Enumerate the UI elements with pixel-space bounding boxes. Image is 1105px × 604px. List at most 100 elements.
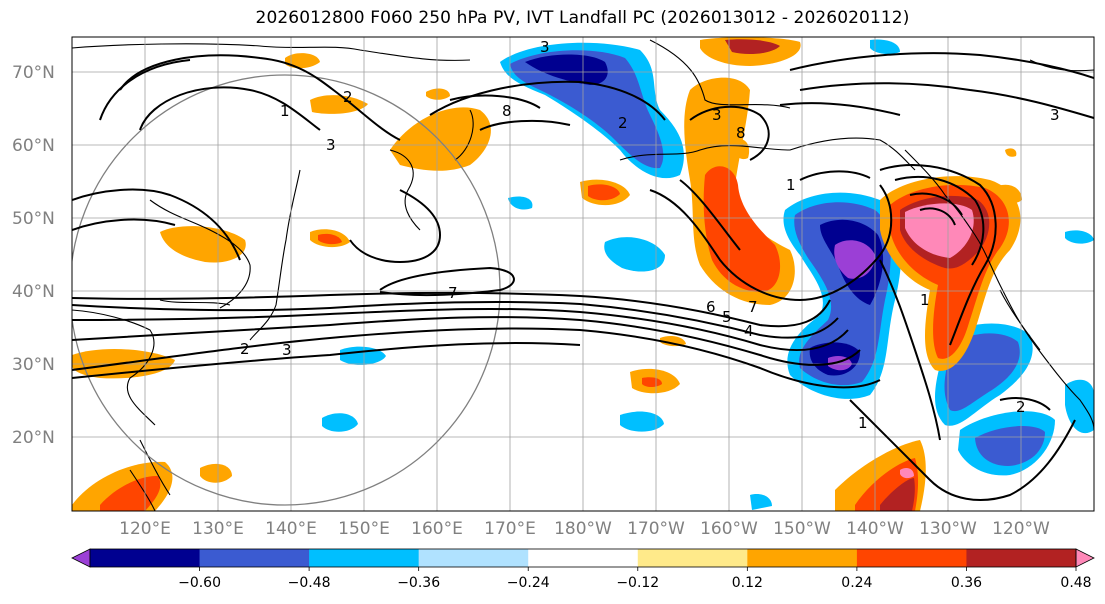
lon-label: 160°E xyxy=(411,519,463,539)
lon-label: 130°E xyxy=(192,519,244,539)
contour-label: 3 xyxy=(712,106,722,124)
lat-label: 40°N xyxy=(12,282,55,302)
lon-label: 130°W xyxy=(919,519,977,539)
lon-label: 170°E xyxy=(484,519,536,539)
positive-anomaly-region xyxy=(732,138,750,160)
negative-anomaly-region xyxy=(604,237,665,272)
colorbar: −0.60 −0.48 −0.36 −0.24 −0.12 0.12 0.24 0.36 0.4… xyxy=(71,548,1095,591)
colorbar-extend-high xyxy=(1075,548,1095,568)
contour-label: 2 xyxy=(240,340,250,358)
colorbar-band xyxy=(637,549,748,567)
lon-label: 120°E xyxy=(119,519,171,539)
contour-label: 3 xyxy=(540,38,550,56)
negative-anomaly-region xyxy=(1065,379,1094,434)
negative-anomaly-region xyxy=(322,413,358,432)
lon-label: 170°W xyxy=(627,519,685,539)
positive-anomaly-region xyxy=(588,184,620,201)
contour-label: 1 xyxy=(786,176,796,194)
colorbar-band xyxy=(418,549,529,567)
lon-label: 150°W xyxy=(773,519,831,539)
colorbar-band xyxy=(309,549,420,567)
contour-label: 8 xyxy=(502,102,512,120)
contour-label: 4 xyxy=(744,322,754,340)
positive-anomaly-region xyxy=(318,233,342,245)
lon-label: 120°W xyxy=(992,519,1050,539)
contour-label: 1 xyxy=(920,291,930,309)
contour-label: 1 xyxy=(858,414,868,432)
positive-anomaly-region xyxy=(703,166,781,292)
lat-label: 20°N xyxy=(12,428,55,448)
lat-label: 70°N xyxy=(12,63,55,83)
longitude-labels: 120°E 130°E 140°E 150°E 160°E 170°E 180°… xyxy=(119,519,1050,539)
colorbar-band xyxy=(90,549,201,567)
positive-anomaly-region xyxy=(285,53,320,69)
contour-label: 7 xyxy=(748,298,758,316)
map-frame xyxy=(71,36,1095,512)
negative-anomaly-region xyxy=(834,240,876,279)
colorbar-tick-label: 0.36 xyxy=(951,575,982,591)
shaded-anomaly-field xyxy=(72,37,1094,511)
colorbar-tick-label: −0.36 xyxy=(397,575,440,591)
positive-anomaly-region xyxy=(1005,148,1017,157)
positive-anomaly-region xyxy=(426,88,450,100)
colorbar-tick-label: 0.12 xyxy=(732,575,763,591)
colorbar-band xyxy=(856,549,967,567)
lon-label: 140°E xyxy=(265,519,317,539)
contour-label: 3 xyxy=(326,136,336,154)
colorbar-band xyxy=(747,549,858,567)
contour-label: 6 xyxy=(706,298,716,316)
colorbar-extend-low xyxy=(71,548,91,568)
coastlines xyxy=(72,39,1094,511)
negative-anomaly-region xyxy=(975,426,1045,466)
negative-anomaly-region xyxy=(525,54,608,85)
lon-label: 140°W xyxy=(846,519,904,539)
contour-label: 2 xyxy=(1016,398,1026,416)
colorbar-tick-label: −0.60 xyxy=(178,575,221,591)
contour-label: 3 xyxy=(1050,106,1060,124)
contour-label: 5 xyxy=(722,308,732,326)
positive-anomaly-region xyxy=(200,463,232,483)
negative-anomaly-region xyxy=(750,494,772,510)
contour-label: 2 xyxy=(343,88,353,106)
positive-anomaly-region xyxy=(725,39,780,54)
map-title: 2026012800 F060 250 hPa PV, IVT Landfall… xyxy=(255,8,910,28)
graticule xyxy=(72,37,1094,511)
lon-label: 180°W xyxy=(554,519,612,539)
negative-anomaly-region xyxy=(870,39,900,55)
positive-anomaly-region xyxy=(660,336,686,347)
pv-contours xyxy=(72,52,1094,501)
contour-label: 2 xyxy=(618,114,628,132)
positive-anomaly-region xyxy=(310,95,368,114)
lon-label: 160°W xyxy=(700,519,758,539)
positive-anomaly-region xyxy=(900,468,914,479)
lat-label: 60°N xyxy=(12,136,55,156)
contour-label: 8 xyxy=(736,124,746,142)
negative-anomaly-region xyxy=(510,50,664,169)
contour-label: 3 xyxy=(282,341,292,359)
latitude-labels: 70°N 60°N 50°N 40°N 30°N 20°N xyxy=(12,63,55,448)
positive-anomaly-region xyxy=(905,203,974,258)
positive-anomaly-region xyxy=(390,107,491,171)
lat-label: 30°N xyxy=(12,355,55,375)
lat-label: 50°N xyxy=(12,209,55,229)
negative-anomaly-region xyxy=(1065,230,1094,244)
colorbar-band xyxy=(966,549,1077,567)
positive-anomaly-region xyxy=(160,226,246,263)
colorbar-band xyxy=(528,549,639,567)
colorbar-outline xyxy=(89,548,1077,568)
colorbar-band xyxy=(199,549,310,567)
colorbar-tick-label: 0.48 xyxy=(1060,575,1091,591)
positive-anomaly-region xyxy=(642,377,662,387)
colorbar-tick-label: 0.24 xyxy=(841,575,872,591)
positive-anomaly-region xyxy=(880,478,915,511)
negative-anomaly-region xyxy=(620,411,664,432)
contour-label: 7 xyxy=(448,284,458,302)
colorbar-tick-label: −0.48 xyxy=(288,575,331,591)
contour-labels: 3 2 1 8 3 2 3 8 7 6 5 4 3 2 7 1 1 1 2 3 xyxy=(240,38,1060,432)
contour-label: 1 xyxy=(280,102,290,120)
negative-anomaly-region xyxy=(508,196,533,210)
positive-anomaly-region xyxy=(998,184,1022,203)
colorbar-tick-label: −0.12 xyxy=(616,575,659,591)
colorbar-tick-label: −0.24 xyxy=(507,575,550,591)
